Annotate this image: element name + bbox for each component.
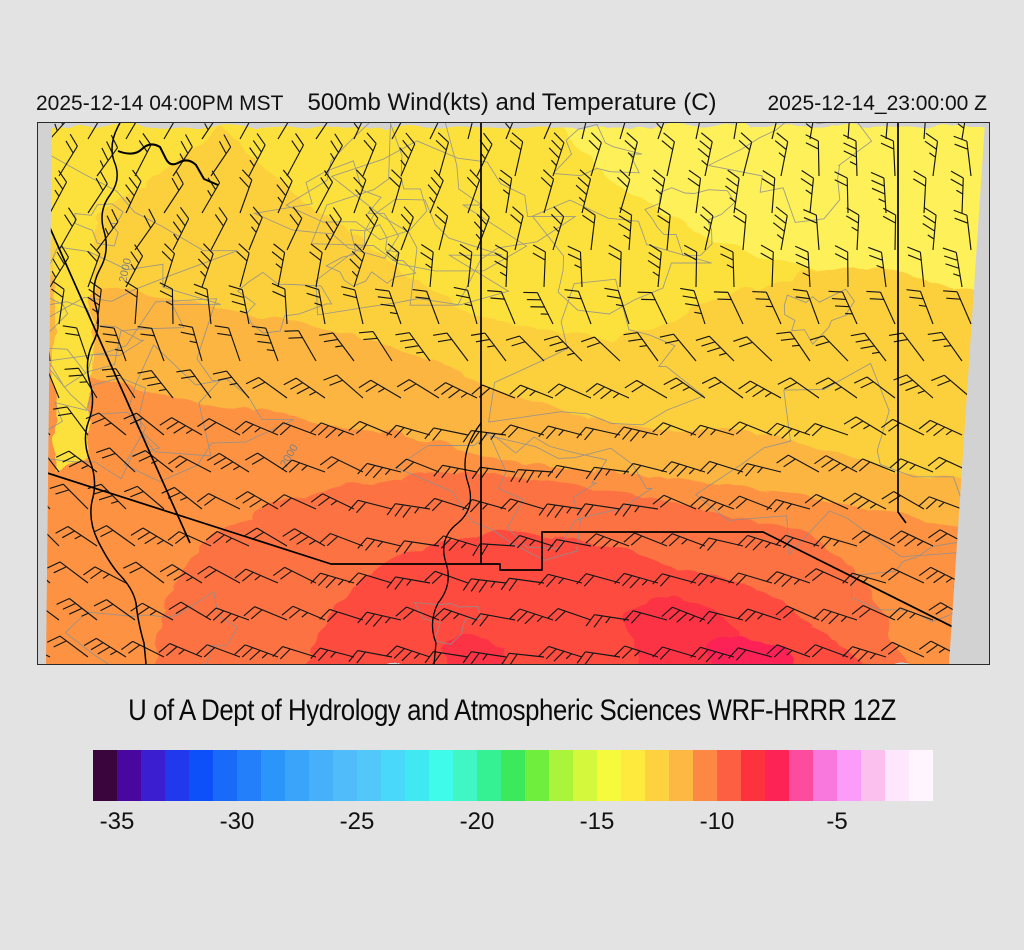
terrain-contours-layer xyxy=(46,123,972,664)
contour-elevation-label: 2000 xyxy=(117,257,134,283)
wind-barbs-layer xyxy=(46,123,972,664)
colorbar-cell xyxy=(717,750,741,801)
colorbar-cell xyxy=(501,750,525,801)
page-title: 500mb Wind(kts) and Temperature (C) xyxy=(307,89,717,116)
left-timestamp: 2025-12-14 04:00PM MST xyxy=(36,92,284,115)
colorbar-cell xyxy=(165,750,189,801)
weather-map: 2000 2000 xyxy=(37,122,990,665)
colorbar-cell xyxy=(381,750,405,801)
colorbar-cell xyxy=(117,750,141,801)
colorbar-cell xyxy=(669,750,693,801)
right-timestamp: 2025-12-14_23:00:00 Z xyxy=(767,92,987,115)
colorbar-cell xyxy=(885,750,909,801)
colorbar-tick-label: -30 xyxy=(219,808,255,835)
colorbar-cell xyxy=(477,750,501,801)
colorbar-cell xyxy=(837,750,861,801)
colorbar-cell xyxy=(573,750,597,801)
colorbar-cell xyxy=(429,750,453,801)
attribution-text: U of A Dept of Hydrology and Atmospheric… xyxy=(128,694,896,727)
colorbar-cell xyxy=(861,750,885,801)
colorbar-tick-label: -10 xyxy=(699,808,735,835)
colorbar-cell xyxy=(909,750,933,801)
colorbar-tick-label: -15 xyxy=(579,808,615,835)
colorbar-cell xyxy=(261,750,285,801)
colorbar-tick-label: -5 xyxy=(826,808,848,835)
colorbar xyxy=(93,750,933,801)
colorbar-cell xyxy=(525,750,549,801)
colorbar-tick-label: -20 xyxy=(459,808,495,835)
colorbar-cell xyxy=(645,750,669,801)
colorbar-cell xyxy=(333,750,357,801)
colorbar-cell xyxy=(189,750,213,801)
colorbar-tick-label: -35 xyxy=(99,808,135,835)
colorbar-cell xyxy=(621,750,645,801)
colorbar-cell xyxy=(285,750,309,801)
colorbar-cell xyxy=(93,750,117,801)
colorbar-cell xyxy=(309,750,333,801)
colorbar-cell xyxy=(213,750,237,801)
colorbar-cell xyxy=(405,750,429,801)
colorbar-cell xyxy=(813,750,837,801)
temperature-field-layer xyxy=(46,123,985,664)
colorbar-cell xyxy=(141,750,165,801)
state-borders-layer xyxy=(46,123,985,664)
colorbar-cell xyxy=(453,750,477,801)
colorbar-cell xyxy=(237,750,261,801)
colorbar-cell xyxy=(549,750,573,801)
colorbar-cell xyxy=(597,750,621,801)
colorbar-cell xyxy=(693,750,717,801)
colorbar-cell xyxy=(357,750,381,801)
colorbar-cell xyxy=(741,750,765,801)
colorbar-cell xyxy=(789,750,813,801)
colorbar-tick-label: -25 xyxy=(339,808,375,835)
colorbar-cell xyxy=(765,750,789,801)
